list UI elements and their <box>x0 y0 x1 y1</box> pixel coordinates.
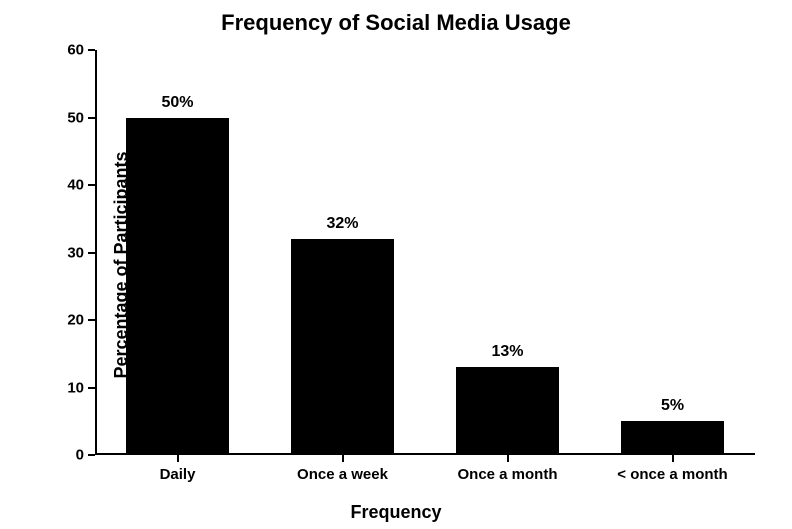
y-tick-label: 40 <box>67 177 84 194</box>
y-tick <box>88 184 95 186</box>
x-tick <box>507 455 509 462</box>
x-tick-label: Once a week <box>297 466 388 483</box>
chart-container: Frequency of Social Media Usage Percenta… <box>0 0 792 529</box>
y-tick-label: 50 <box>67 109 84 126</box>
x-tick <box>177 455 179 462</box>
bar <box>291 239 393 455</box>
y-axis-line <box>95 50 97 455</box>
bar <box>621 421 723 455</box>
x-tick-label: Once a month <box>457 466 557 483</box>
bar <box>456 367 558 455</box>
bar-value-label: 13% <box>491 343 523 361</box>
y-tick-label: 0 <box>76 447 84 464</box>
y-tick-label: 10 <box>67 379 84 396</box>
bar-value-label: 5% <box>661 397 684 415</box>
x-tick-label: < once a month <box>617 466 727 483</box>
x-tick <box>342 455 344 462</box>
y-tick-label: 20 <box>67 312 84 329</box>
x-tick-label: Daily <box>160 466 196 483</box>
chart-title: Frequency of Social Media Usage <box>0 10 792 36</box>
y-tick <box>88 117 95 119</box>
y-tick <box>88 252 95 254</box>
y-tick <box>88 319 95 321</box>
y-tick <box>88 454 95 456</box>
y-tick <box>88 49 95 51</box>
y-tick-label: 60 <box>67 42 84 59</box>
y-tick <box>88 387 95 389</box>
bar <box>126 118 228 456</box>
y-tick-label: 30 <box>67 244 84 261</box>
bar-value-label: 32% <box>326 215 358 233</box>
x-tick <box>672 455 674 462</box>
plot-area: 010203040506050%Daily32%Once a week13%On… <box>95 50 755 455</box>
bar-value-label: 50% <box>161 94 193 112</box>
x-axis-label: Frequency <box>0 502 792 523</box>
